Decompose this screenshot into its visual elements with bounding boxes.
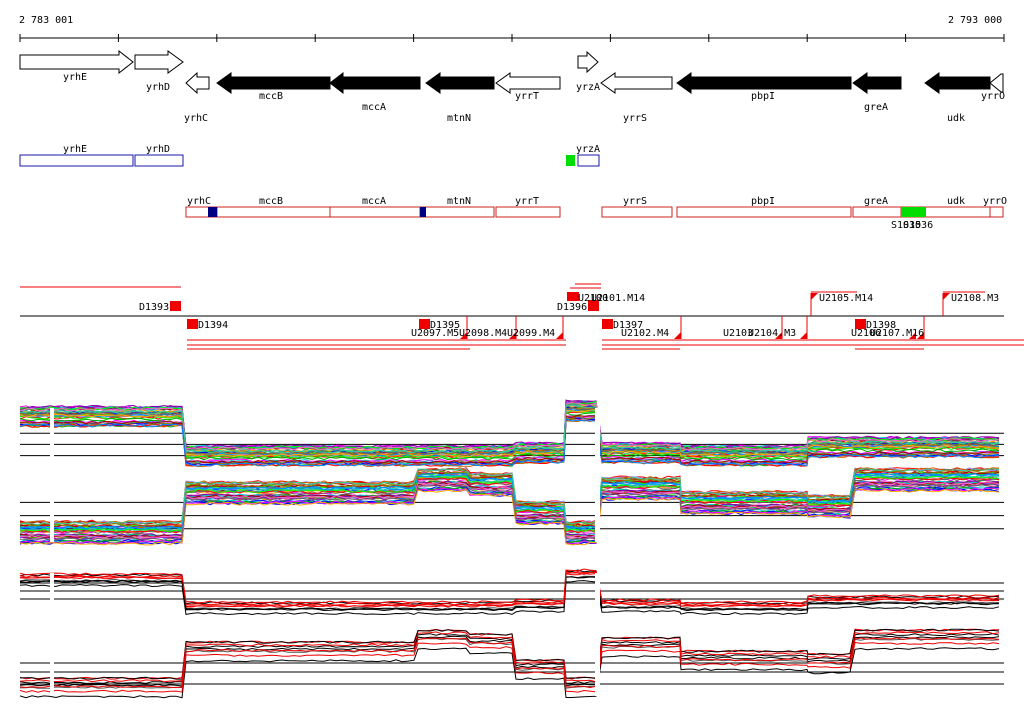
- feature-label-U2100: U2100: [578, 293, 608, 304]
- expression-panel-forward-multicolor: [19, 399, 1004, 468]
- gene-arrow-udk[interactable]: [924, 72, 991, 94]
- rbox-mccB[interactable]: [216, 206, 331, 218]
- feature-label-U2098: U2098.M4: [459, 328, 507, 339]
- fbox-highlight: [566, 155, 575, 166]
- rbox-label-mtnN: mtnN: [447, 196, 471, 207]
- feature-marker-D1394[interactable]: [187, 319, 198, 329]
- feature-label-D1393: D1393: [139, 302, 169, 313]
- feature-label-D1395: D1395: [430, 320, 460, 331]
- rbox-site-label-2: S1036: [903, 220, 933, 231]
- fbox-yrzA[interactable]: [577, 154, 600, 167]
- gene-label-yrhE: yrhE: [63, 72, 87, 83]
- fbox-label-yrzA: yrzA: [576, 144, 600, 155]
- gene-arrow-mccB[interactable]: [216, 72, 331, 94]
- rbox-label-pbpI: pbpI: [751, 196, 775, 207]
- feature-label-U2107: U2107.M16: [870, 328, 924, 339]
- gene-arrow-track: yrhE yrhD yrzA yrhC mccB mccA mtnN yrrT …: [19, 49, 1005, 124]
- feature-label-U2105: U2105.M14: [819, 293, 873, 304]
- gene-arrow-yrzA[interactable]: [577, 50, 599, 74]
- gene-label-yrhC: yrhC: [184, 113, 208, 124]
- rbox-label-mccB: mccB: [259, 196, 283, 207]
- rbox-highlight: [901, 207, 926, 217]
- gene-arrow-yrhD[interactable]: [134, 50, 184, 74]
- gene-arrow-yrrO[interactable]: [989, 73, 1004, 93]
- feature-label-U2108: U2108.M3: [951, 293, 999, 304]
- fbox-label-yrhE: yrhE: [63, 144, 87, 155]
- feature-label-D1394: D1394: [198, 320, 228, 331]
- rbox-mtnN[interactable]: [419, 206, 495, 218]
- feature-marker-D1396[interactable]: [588, 300, 599, 311]
- rbox-greA[interactable]: [852, 206, 902, 218]
- rbox-label-yrrT: yrrT: [515, 196, 539, 207]
- rbox-yrrO[interactable]: [989, 206, 1004, 218]
- fbox-yrhE[interactable]: [19, 154, 134, 167]
- gene-label-mtnN: mtnN: [447, 113, 471, 124]
- gene-label-pbpI: pbpI: [751, 91, 775, 102]
- feature-label-D1396: D1396: [557, 302, 587, 313]
- feature-label-D1398: D1398: [866, 320, 896, 331]
- gene-label-yrzA: yrzA: [576, 82, 600, 93]
- coord-start: 2 783 001: [19, 15, 73, 26]
- expression-panel-reverse-multicolor: [19, 466, 1004, 546]
- feature-marker-D1397[interactable]: [602, 319, 613, 329]
- gene-label-yrrS: yrrS: [623, 113, 647, 124]
- rbox-label-yrrO: yrrO: [983, 196, 1007, 207]
- gene-label-greA: greA: [864, 102, 888, 113]
- rbox-label-yrrS: yrrS: [623, 196, 647, 207]
- feature-marker-D1393[interactable]: [170, 301, 181, 311]
- feature-marker-D1398[interactable]: [855, 319, 866, 329]
- gene-arrow-yrhE[interactable]: [19, 49, 134, 75]
- gene-arrow-yrrS[interactable]: [600, 72, 673, 94]
- gene-arrow-pbpI[interactable]: [676, 72, 852, 94]
- feature-label-U2104: U2104.M3: [748, 328, 796, 339]
- rbox-marker-1: [208, 207, 217, 217]
- rbox-label-mccA: mccA: [362, 196, 386, 207]
- feature-label-U2102: U2102.M4: [621, 328, 669, 339]
- feature-label-U2101: U2101.M14: [591, 293, 645, 304]
- feature-label-U2097: U2097.M5: [411, 328, 459, 339]
- rbox-yrrS[interactable]: [601, 206, 673, 218]
- gene-arrow-yrhC[interactable]: [185, 71, 210, 95]
- rbox-label-udk: udk: [947, 196, 965, 207]
- feature-label-U2099: U2099.M4: [507, 328, 555, 339]
- rbox-yrrT[interactable]: [495, 206, 561, 218]
- rbox-pbpI[interactable]: [676, 206, 852, 218]
- fbox-yrhD[interactable]: [134, 154, 184, 167]
- fbox-label-yrhD: yrhD: [146, 144, 170, 155]
- gene-label-yrrO: yrrO: [981, 91, 1005, 102]
- coordinate-axis: 2 783 001 2 793 000: [19, 15, 1005, 42]
- rbox-label-greA: greA: [864, 196, 888, 207]
- gene-arrow-mtnN[interactable]: [425, 72, 495, 94]
- feature-label-U2103: U2103: [723, 328, 753, 339]
- rbox-site-label: S1035: [891, 220, 921, 231]
- feature-marker-D1395[interactable]: [419, 319, 430, 329]
- rbox-mccA[interactable]: [329, 206, 421, 218]
- feature-track: D1393 D1396 U2100 U2101.M14 U2105.M14 U2…: [20, 283, 1024, 350]
- gene-label-udk: udk: [947, 113, 965, 124]
- reverse-box-track: yrhC mccB mccA mtnN yrrT yrrS pbpI greA …: [185, 196, 1007, 231]
- gene-label-mccB: mccB: [259, 91, 283, 102]
- gene-label-mccA: mccA: [362, 102, 386, 113]
- gene-arrow-yrrT[interactable]: [495, 72, 561, 94]
- expression-panel-forward-summary: [19, 568, 1004, 616]
- gene-label-yrhD: yrhD: [146, 82, 170, 93]
- feature-label-D1397: D1397: [613, 320, 643, 331]
- expression-panel-reverse-summary: [19, 628, 1004, 699]
- coord-end: 2 793 000: [948, 15, 1002, 26]
- rbox-marker-2: [420, 207, 426, 217]
- rbox-label-yrhC: yrhC: [187, 196, 211, 207]
- gene-label-yrrT: yrrT: [515, 91, 539, 102]
- gene-arrow-greA[interactable]: [852, 72, 902, 94]
- forward-box-track: yrhE yrhD yrzA: [19, 144, 600, 167]
- feature-label-U2106: U2106: [851, 328, 881, 339]
- gene-arrow-mccA[interactable]: [329, 71, 421, 95]
